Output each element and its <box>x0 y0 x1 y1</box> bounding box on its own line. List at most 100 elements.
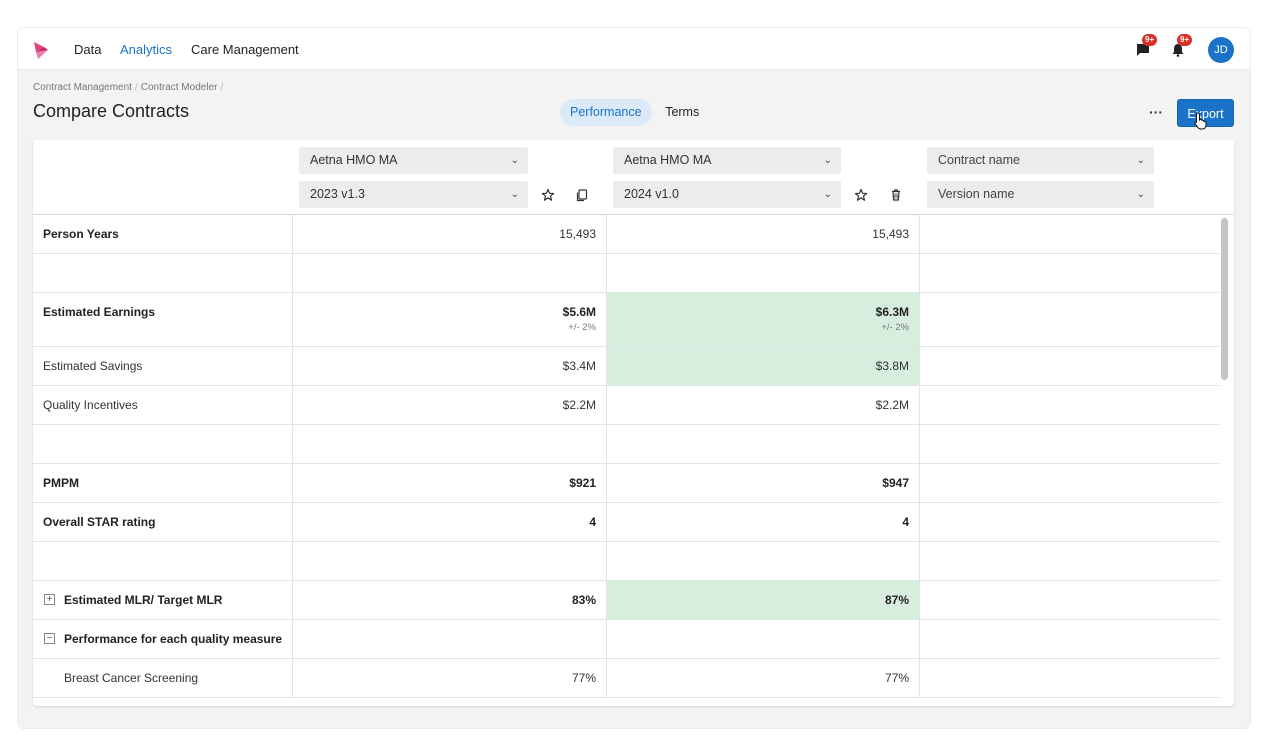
table-body: Person Years 15,493 15,493 Estimated Earnin… <box>33 215 1219 698</box>
view-tabs: Performance Terms <box>560 99 709 126</box>
row-label: Overall STAR rating <box>43 515 156 529</box>
breadcrumb: Contract Management / Contract Modeler / <box>33 82 224 93</box>
value-cell <box>607 254 920 292</box>
cell-value: $6.3M <box>875 305 909 319</box>
value-cell <box>920 620 1219 658</box>
value-cell: 15,493 <box>607 215 920 253</box>
row-label: Estimated Savings <box>43 359 143 373</box>
table-row[interactable]: − Performance for each quality measure <box>33 620 1219 659</box>
value-cell <box>607 425 920 463</box>
bell-icon <box>1172 44 1184 57</box>
app-logo[interactable] <box>32 40 52 60</box>
value-cell <box>293 254 607 292</box>
row-label-cell: Overall STAR rating <box>33 503 293 541</box>
row-label: Estimated Earnings <box>43 305 156 319</box>
contract-select-2[interactable]: Aetna HMO MA ⌄ <box>613 147 841 174</box>
user-avatar[interactable]: JD <box>1208 37 1234 63</box>
collapse-icon[interactable]: − <box>44 633 55 644</box>
value-cell <box>607 542 920 580</box>
value-cell: 15,493 <box>293 215 607 253</box>
pointer-cursor-icon <box>1194 112 1207 130</box>
star-icon[interactable] <box>541 188 555 202</box>
table-row: Quality Incentives $2.2M $2.2M <box>33 386 1219 425</box>
value-cell: $2.2M <box>293 386 607 424</box>
version-select-value: 2023 v1.3 <box>310 187 365 201</box>
table-row[interactable]: + Estimated MLR/ Target MLR 83% 87% <box>33 581 1219 620</box>
tab-terms[interactable]: Terms <box>665 105 700 119</box>
row-label: Quality Incentives <box>43 398 138 412</box>
row-label: Person Years <box>43 227 119 241</box>
notifications-badge: 9+ <box>1177 34 1193 46</box>
breadcrumb-item[interactable]: Contract Management <box>33 82 132 93</box>
chevron-down-icon: ⌄ <box>510 155 519 166</box>
star-icon[interactable] <box>854 188 868 202</box>
value-cell: 87% <box>607 581 920 619</box>
cell-value: 87% <box>884 593 909 607</box>
nav-item-data[interactable]: Data <box>74 42 102 57</box>
row-label-cell: Estimated Savings <box>33 347 293 385</box>
cell-value: $947 <box>882 476 909 490</box>
cell-value: $5.6M <box>562 305 596 319</box>
value-cell <box>920 659 1219 697</box>
expand-icon[interactable]: + <box>44 594 55 605</box>
spacer-row <box>33 542 1219 581</box>
value-cell: 4 <box>293 503 607 541</box>
spacer-row <box>33 425 1219 464</box>
notifications-button[interactable]: 9+ <box>1171 34 1193 58</box>
page-title: Compare Contracts <box>33 101 190 121</box>
tab-performance[interactable]: Performance <box>560 99 652 126</box>
version-select-value: 2024 v1.0 <box>624 187 679 201</box>
comparison-table: Aetna HMO MA ⌄ 2023 v1.3 ⌄ Aetna HMO MA … <box>33 140 1234 706</box>
value-cell <box>920 347 1219 385</box>
chevron-down-icon: ⌄ <box>823 155 832 166</box>
vertical-scrollbar[interactable] <box>1221 218 1228 380</box>
chat-icon <box>1137 44 1149 56</box>
cell-value: 15,493 <box>872 227 909 241</box>
value-cell: $947 <box>607 464 920 502</box>
version-select-2[interactable]: 2024 v1.0 ⌄ <box>613 181 841 208</box>
version-select-3[interactable]: Version name ⌄ <box>927 181 1154 208</box>
nav-item-analytics[interactable]: Analytics <box>120 42 173 57</box>
more-options-button[interactable]: ··· <box>1149 104 1163 120</box>
value-cell <box>920 503 1219 541</box>
row-label-cell: − Performance for each quality measure <box>33 620 293 658</box>
value-cell <box>920 581 1219 619</box>
row-label: Breast Cancer Screening <box>64 671 199 685</box>
value-cell: $6.3M +/- 2% <box>607 293 920 346</box>
messages-button[interactable]: 9+ <box>1136 34 1158 58</box>
table-row: Overall STAR rating 4 4 <box>33 503 1219 542</box>
spacer-row <box>33 254 1219 293</box>
value-cell: $3.8M <box>607 347 920 385</box>
row-label-cell: Estimated Earnings <box>33 293 293 346</box>
nav-item-care-management[interactable]: Care Management <box>191 42 299 57</box>
cell-value: $2.2M <box>875 398 909 412</box>
chevron-down-icon: ⌄ <box>510 189 519 200</box>
value-cell: $5.6M +/- 2% <box>293 293 607 346</box>
value-cell: $3.4M <box>293 347 607 385</box>
value-cell: 4 <box>607 503 920 541</box>
value-cell <box>920 293 1219 346</box>
breadcrumb-item[interactable]: Contract Modeler <box>140 82 218 93</box>
row-label-cell: Person Years <box>33 215 293 253</box>
row-label: PMPM <box>43 476 79 490</box>
cell-range-note: +/- 2% <box>881 322 909 333</box>
table-row: Person Years 15,493 15,493 <box>33 215 1219 254</box>
cell-value: 15,493 <box>559 227 596 241</box>
chevron-down-icon: ⌄ <box>1136 155 1145 166</box>
copy-icon[interactable] <box>575 188 589 202</box>
trash-icon[interactable] <box>889 188 903 202</box>
cell-range-note: +/- 2% <box>568 322 596 333</box>
contract-select-1[interactable]: Aetna HMO MA ⌄ <box>299 147 528 174</box>
row-label-cell: Quality Incentives <box>33 386 293 424</box>
cell-value: $3.4M <box>562 359 596 373</box>
value-cell: 83% <box>293 581 607 619</box>
row-label: Estimated MLR/ Target MLR <box>64 593 223 607</box>
contract-select-3[interactable]: Contract name ⌄ <box>927 147 1154 174</box>
cell-value: $3.8M <box>875 359 909 373</box>
header-divider <box>33 214 1234 215</box>
value-cell <box>920 215 1219 253</box>
app-window: Data Analytics Care Management 9+ 9+ JD … <box>18 28 1250 728</box>
value-cell: $921 <box>293 464 607 502</box>
chevron-down-icon: ⌄ <box>823 189 832 200</box>
version-select-1[interactable]: 2023 v1.3 ⌄ <box>299 181 528 208</box>
